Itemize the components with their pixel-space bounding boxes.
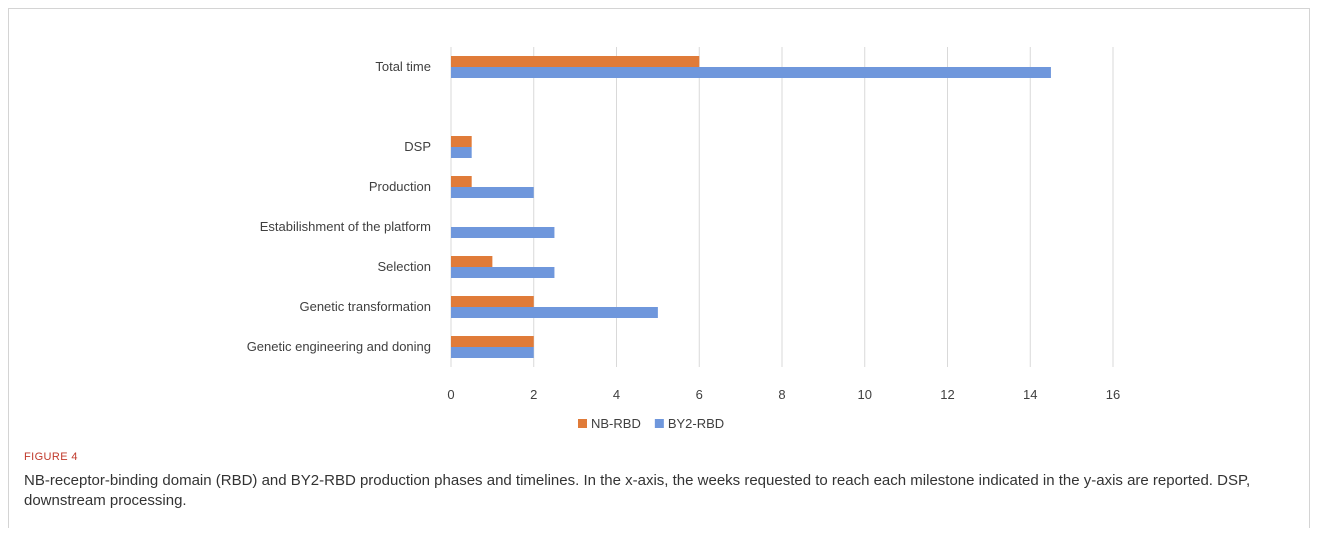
bar-by2-rbd-0 bbox=[451, 67, 1051, 78]
category-label-4: Estabilishment of the platform bbox=[260, 219, 431, 234]
category-label-6: Genetic transformation bbox=[299, 299, 431, 314]
x-tick-label-4: 8 bbox=[778, 387, 785, 402]
bar-chart: Total time DSP Production Estabilishment of… bbox=[247, 47, 1120, 431]
bar-nb-rbd-3 bbox=[451, 176, 472, 187]
legend: NB-RBD BY2-RBD bbox=[578, 416, 724, 431]
grid-lines bbox=[450, 47, 1114, 367]
legend-swatch-1 bbox=[654, 419, 664, 428]
x-tick-label-0: 0 bbox=[447, 387, 454, 402]
legend-swatch-0 bbox=[578, 419, 587, 428]
x-tick-label-3: 6 bbox=[696, 387, 703, 402]
bar-nb-rbd-5 bbox=[451, 256, 493, 267]
category-label-5: Selection bbox=[378, 259, 431, 274]
bar-by2-rbd-6 bbox=[451, 307, 658, 318]
bar-nb-rbd-0 bbox=[451, 56, 700, 67]
category-label-7: Genetic engineering and doning bbox=[247, 339, 431, 354]
bar-by2-rbd-4 bbox=[451, 227, 555, 238]
figure-frame bbox=[8, 8, 1310, 528]
bars bbox=[451, 56, 1051, 358]
bar-by2-rbd-5 bbox=[451, 267, 555, 278]
bar-nb-rbd-6 bbox=[451, 296, 534, 307]
figure-caption: NB-receptor-binding domain (RBD) and BY2… bbox=[24, 472, 1251, 509]
legend-label-1: BY2-RBD bbox=[668, 416, 724, 431]
bar-by2-rbd-3 bbox=[451, 187, 534, 198]
category-label-2: DSP bbox=[404, 139, 431, 154]
bar-nb-rbd-2 bbox=[451, 136, 472, 147]
category-label-3: Production bbox=[369, 179, 431, 194]
x-tick-labels: 0 2 4 6 8 10 12 14 16 bbox=[447, 387, 1120, 402]
bar-by2-rbd-7 bbox=[451, 347, 534, 358]
x-tick-label-8: 16 bbox=[1106, 387, 1120, 402]
x-tick-label-2: 4 bbox=[613, 387, 620, 402]
category-label-0: Total time bbox=[375, 59, 431, 74]
x-tick-label-7: 14 bbox=[1023, 387, 1037, 402]
figure-label: FIGURE 4 bbox=[24, 451, 78, 463]
legend-label-0: NB-RBD bbox=[591, 416, 641, 431]
x-tick-label-6: 12 bbox=[940, 387, 954, 402]
bar-nb-rbd-7 bbox=[451, 336, 534, 347]
x-tick-label-1: 2 bbox=[530, 387, 537, 402]
x-tick-label-5: 10 bbox=[858, 387, 872, 402]
bar-by2-rbd-2 bbox=[451, 147, 472, 158]
category-labels: Total time DSP Production Estabilishment of… bbox=[247, 59, 431, 354]
